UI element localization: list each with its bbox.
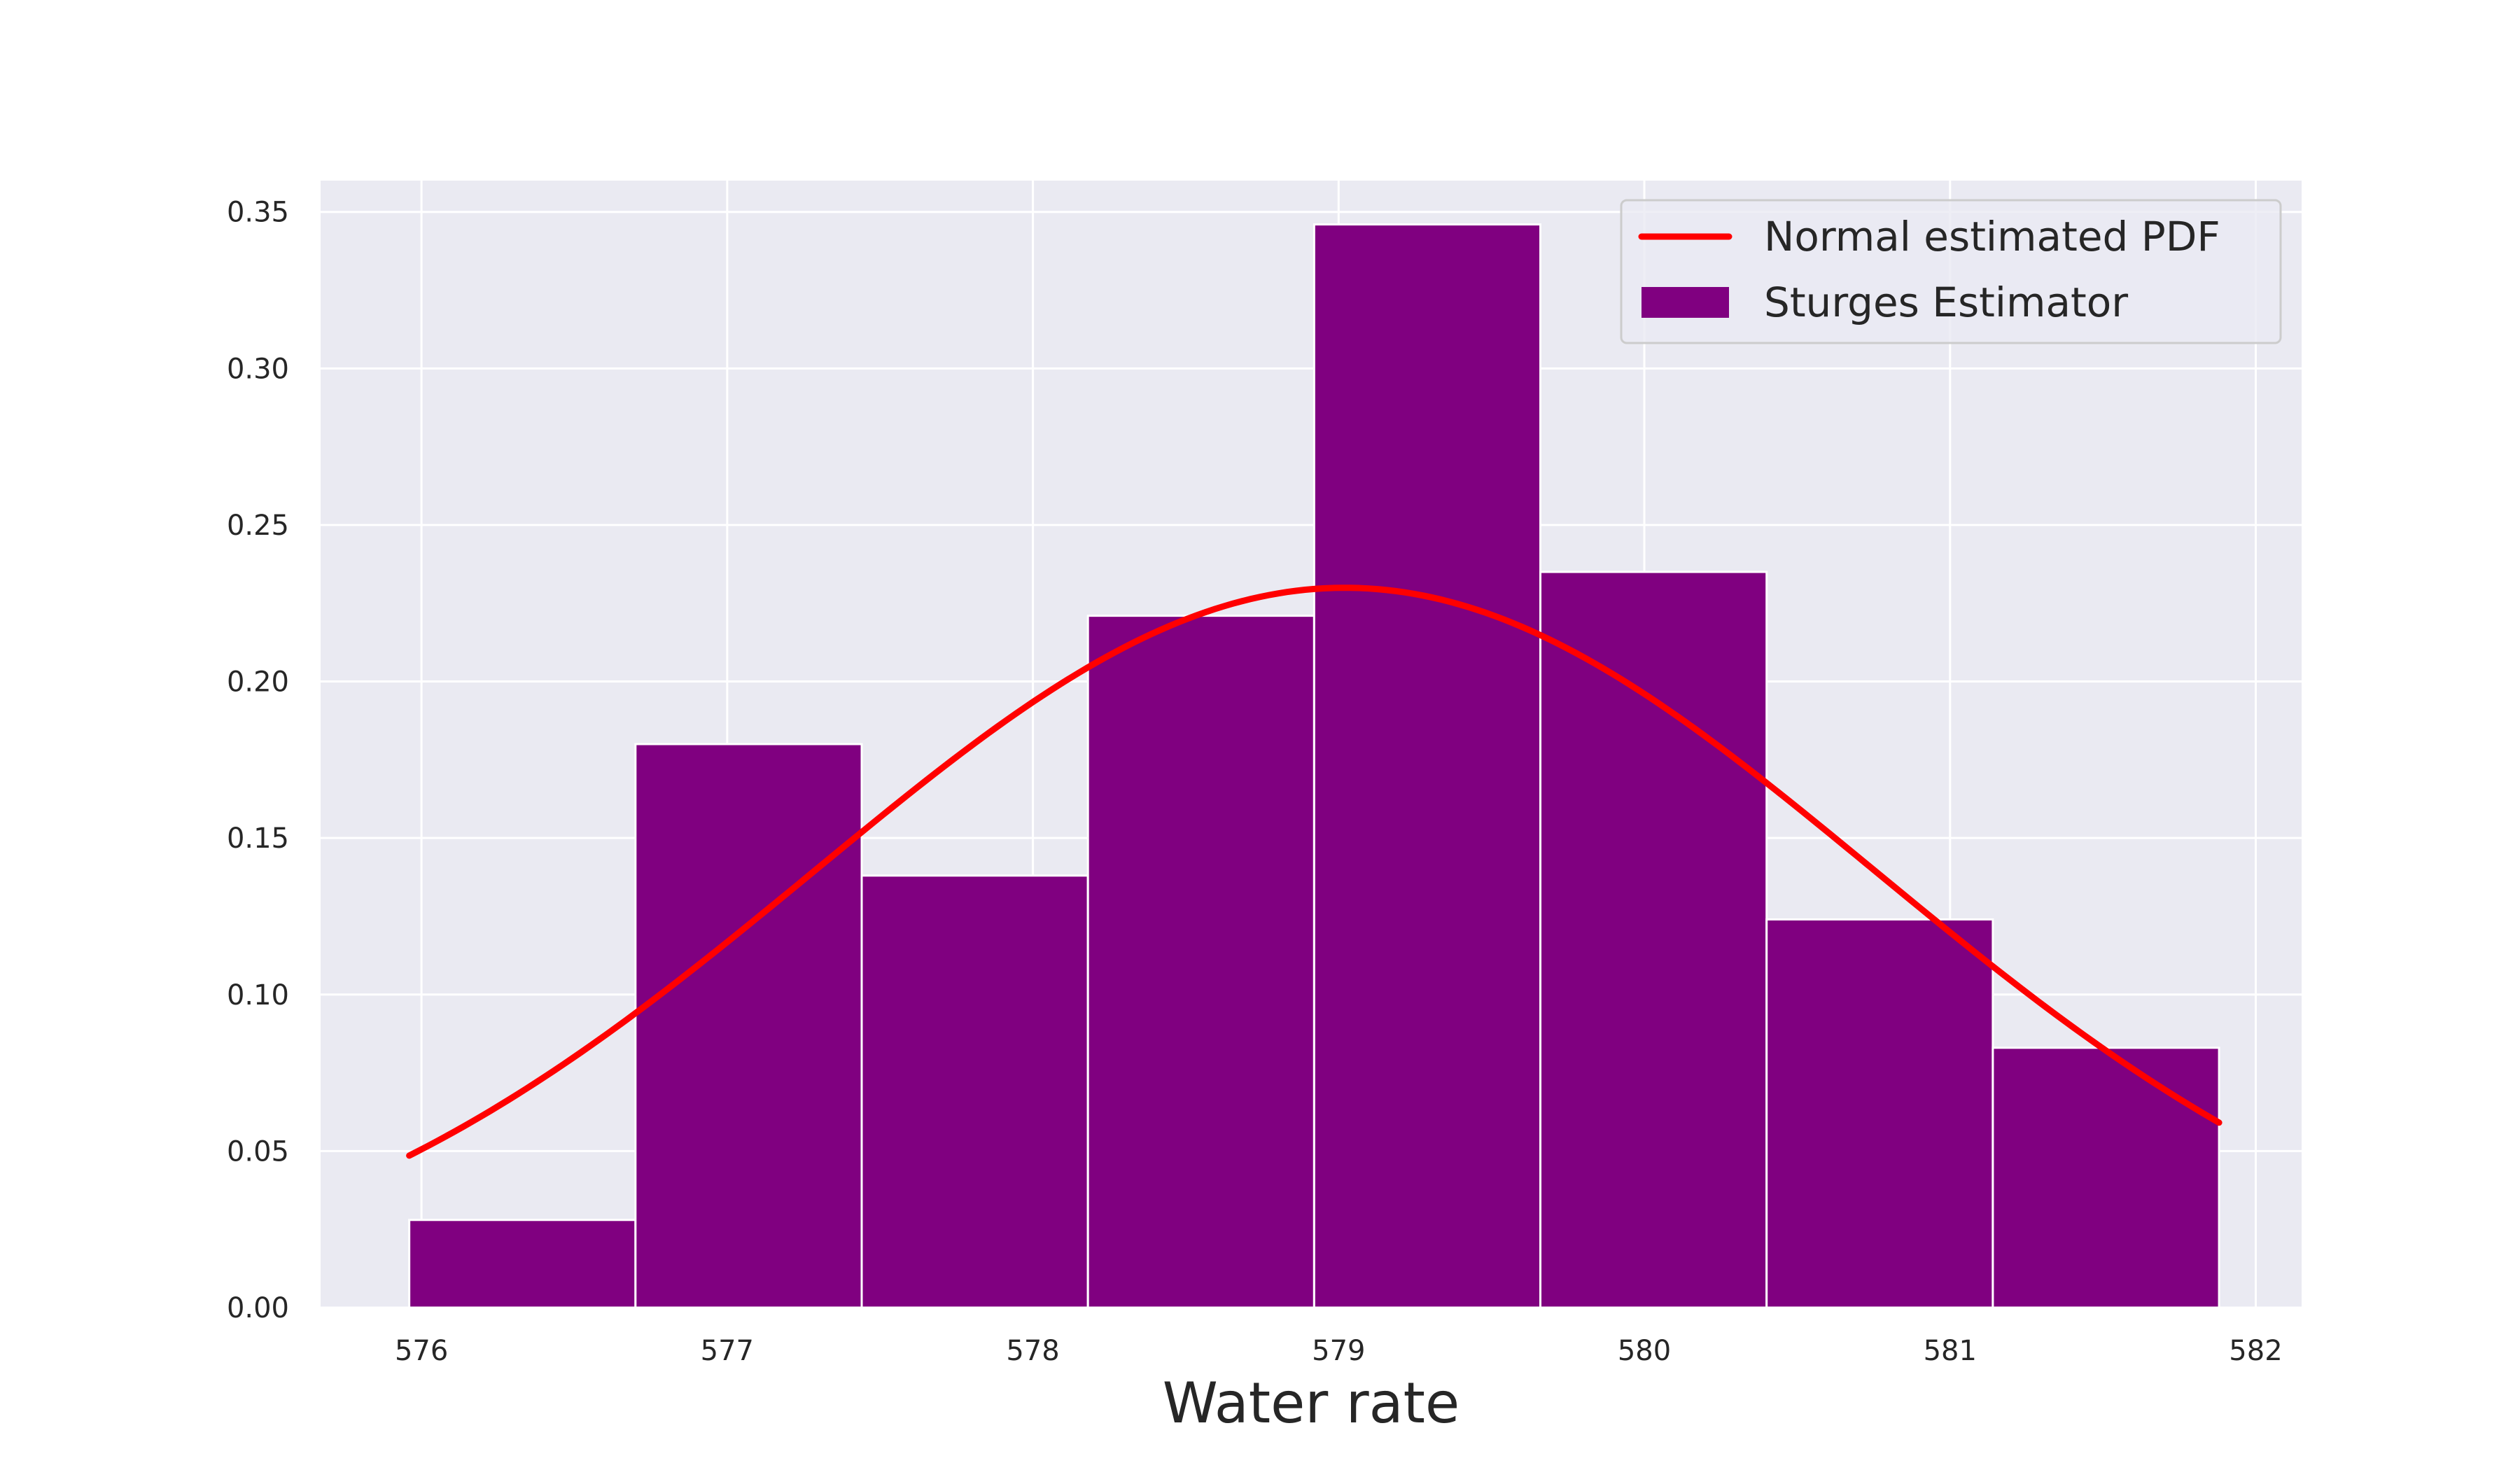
histogram-bar [1086, 615, 1315, 1309]
y-tick-label: 0.15 [227, 822, 289, 855]
y-tick-label: 0.30 [227, 353, 289, 385]
y-tick-label: 0.35 [227, 197, 289, 229]
legend-label-histogram: Sturges Estimator [1764, 279, 2128, 326]
histogram-bars [408, 223, 2220, 1309]
x-tick-label: 581 [1924, 1335, 1977, 1367]
x-tick-label: 577 [701, 1335, 754, 1367]
x-tick-label: 579 [1312, 1335, 1365, 1367]
y-tick-label: 0.05 [227, 1135, 289, 1168]
histogram-bar [1991, 1046, 2220, 1309]
histogram-bar [408, 1219, 637, 1309]
histogram-bar [1539, 570, 1768, 1309]
legend: Normal estimated PDF Sturges Estimator [1620, 199, 2282, 344]
x-tick-label: 580 [1618, 1335, 1671, 1367]
y-tick-label: 0.10 [227, 979, 289, 1011]
y-tick-label: 0.20 [227, 666, 289, 699]
histogram-bar [1765, 918, 1994, 1309]
legend-bar-swatch [1642, 287, 1729, 318]
x-tick-label: 582 [2229, 1335, 2282, 1367]
histogram-bar [860, 874, 1089, 1309]
histogram-bar [634, 743, 863, 1309]
x-axis-ticks: 576 577 578 579 580 581 582 [395, 1335, 2283, 1367]
normal-pdf-line [406, 584, 2222, 1159]
x-axis-label: Water rate [1163, 1371, 1460, 1436]
histogram-bar [1312, 223, 1542, 1309]
x-tick-label: 576 [395, 1335, 448, 1367]
y-tick-label: 0.00 [227, 1292, 289, 1324]
legend-label-pdf: Normal estimated PDF [1764, 213, 2220, 260]
legend-box [1620, 199, 2282, 344]
y-axis-ticks: 0.00 0.05 0.10 0.15 0.20 0.25 0.30 0.35 [227, 197, 289, 1324]
y-tick-label: 0.25 [227, 510, 289, 542]
x-tick-label: 578 [1006, 1335, 1059, 1367]
